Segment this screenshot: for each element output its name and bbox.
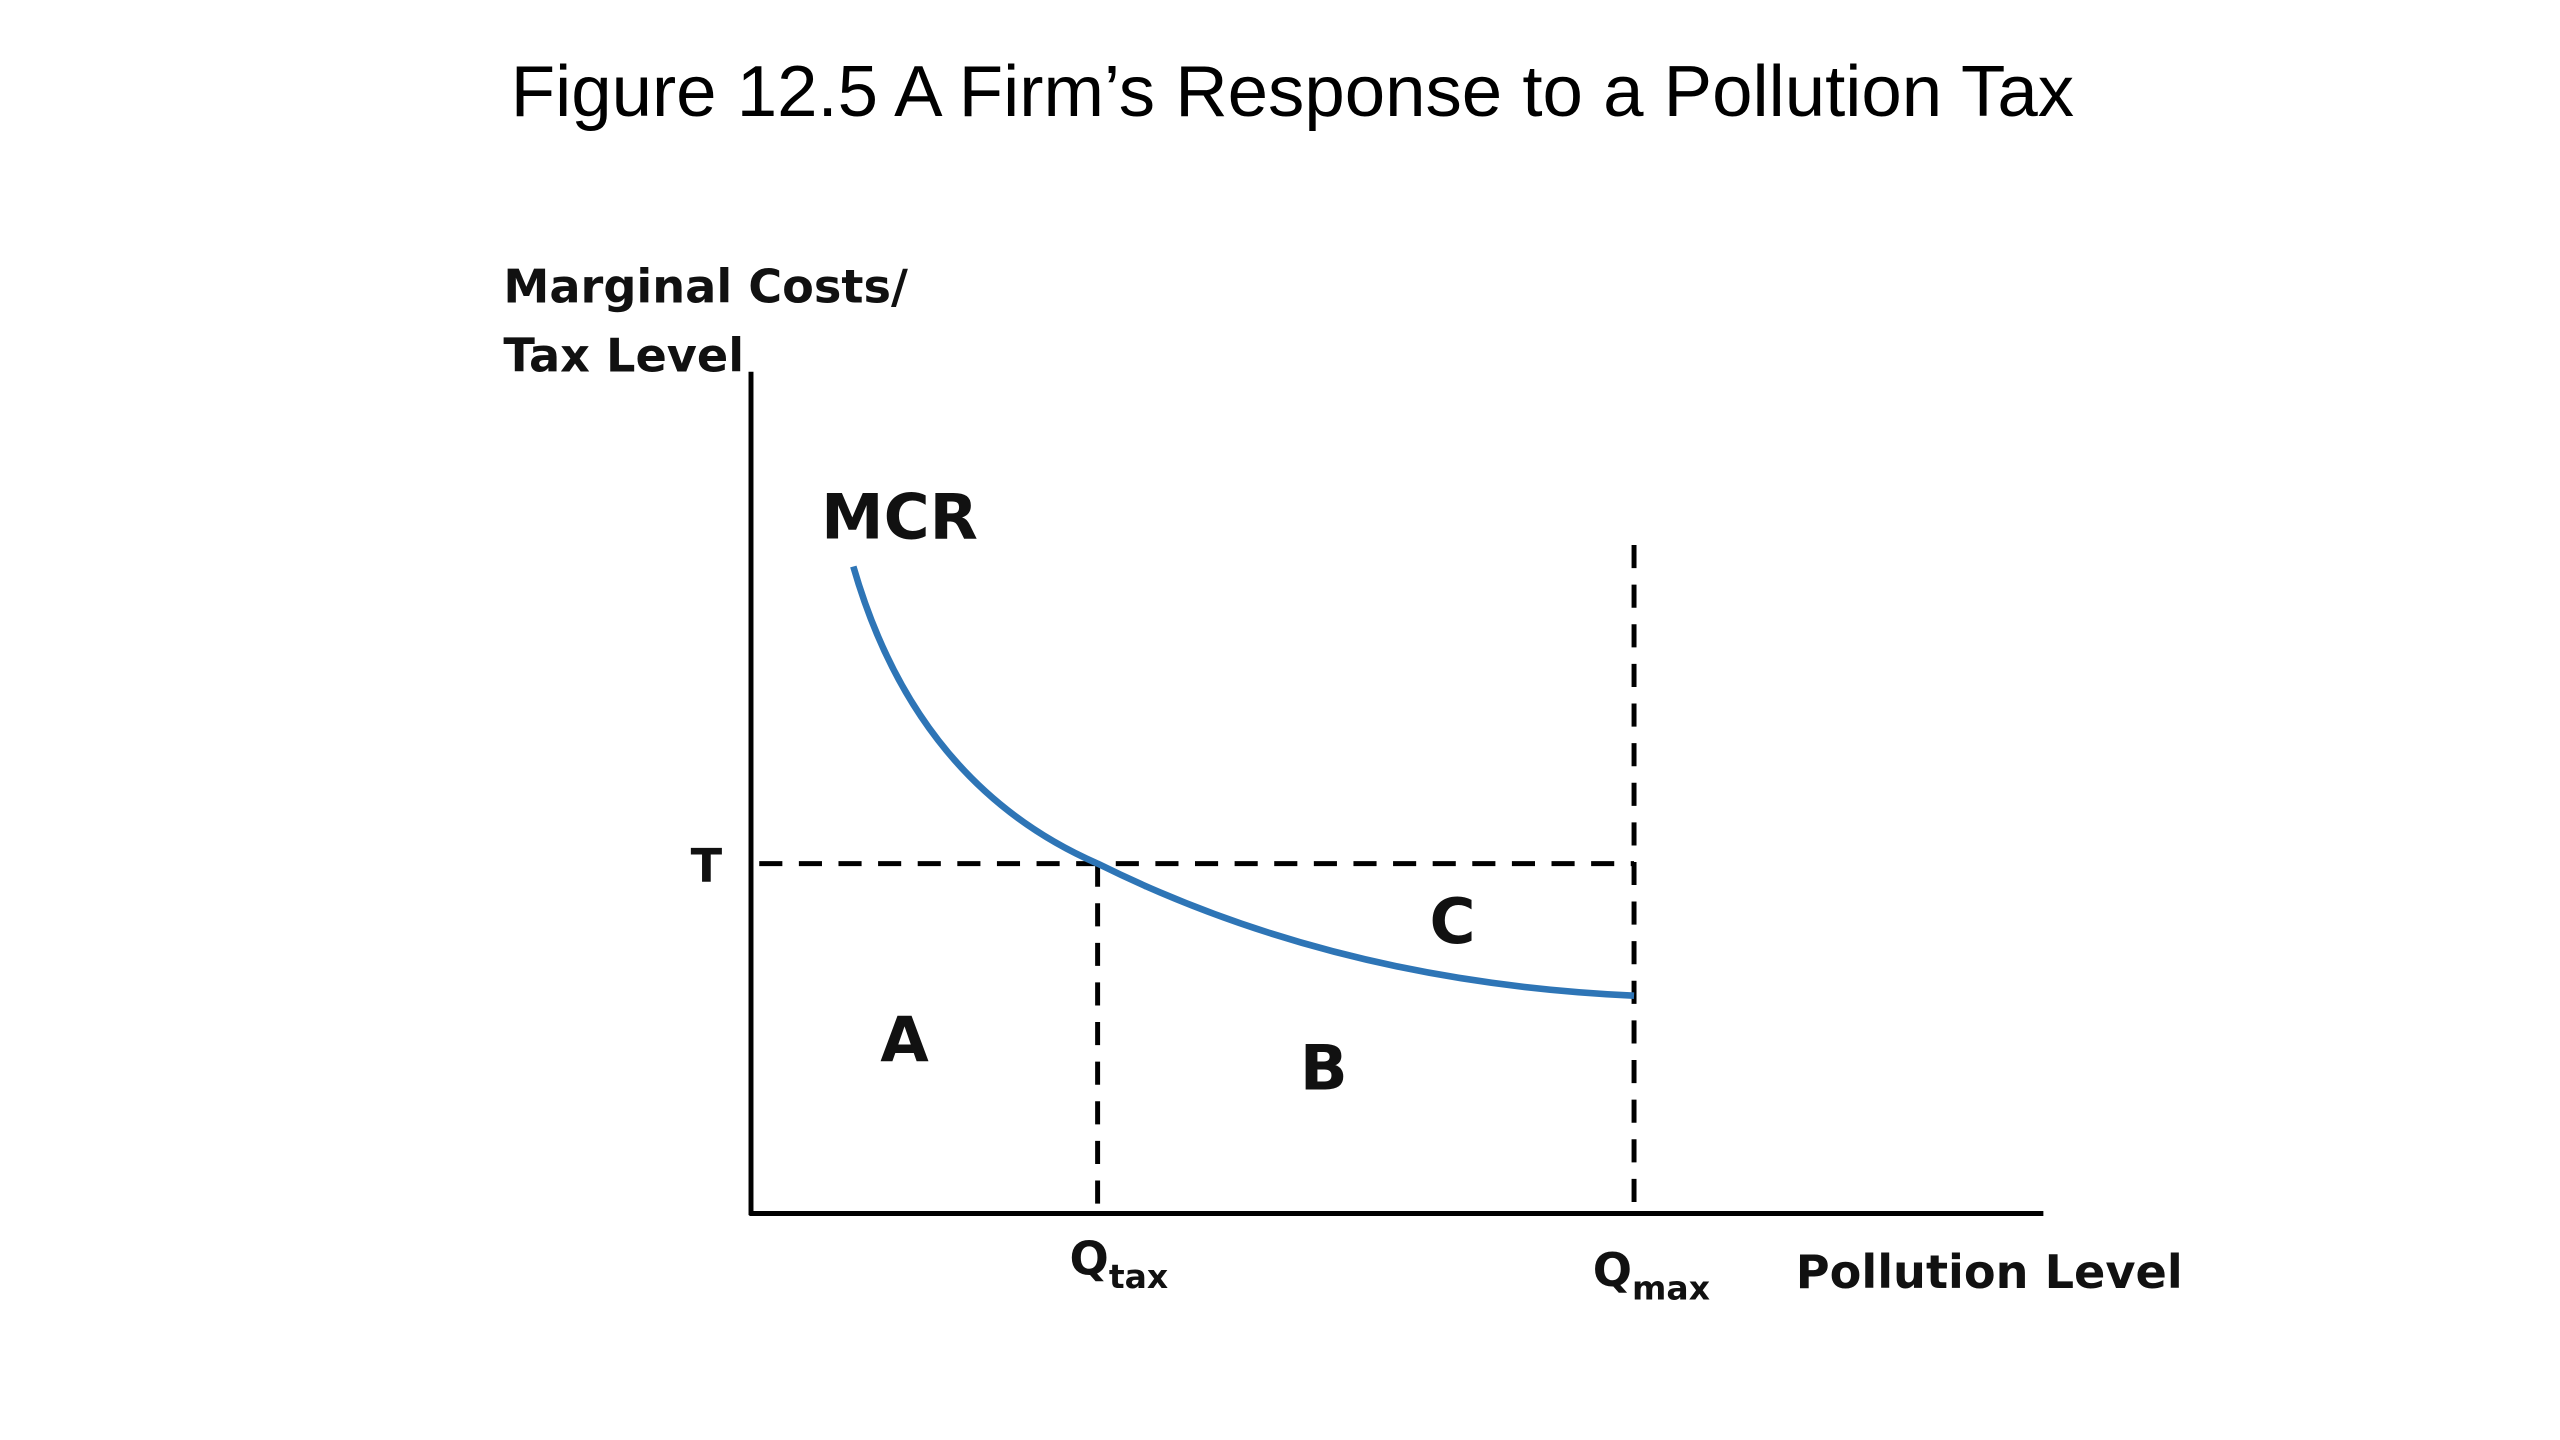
x-tick-main: Q — [1070, 1232, 1109, 1286]
mcr-curve — [850, 565, 1635, 999]
x-tick-sub: max — [1632, 1268, 1710, 1307]
area-label: A — [880, 1004, 929, 1077]
x-axis-label: Pollution Level — [1796, 1245, 2183, 1299]
x-tick-label: Qmax — [1593, 1243, 1710, 1307]
title: Figure 12.5 A Firm’s Response to a Pollu… — [511, 51, 2074, 132]
area-label: B — [1300, 1032, 1348, 1105]
y-axis-label: Tax Level — [503, 329, 744, 383]
curve-label: MCR — [821, 480, 978, 553]
x-tick-main: Q — [1593, 1243, 1632, 1297]
x-tick-label: Qtax — [1070, 1232, 1169, 1296]
tax-label: T — [691, 839, 723, 893]
y-axis-label: Marginal Costs/ — [503, 259, 908, 313]
area-label: C — [1429, 885, 1475, 958]
x-tick-sub: tax — [1109, 1257, 1168, 1296]
